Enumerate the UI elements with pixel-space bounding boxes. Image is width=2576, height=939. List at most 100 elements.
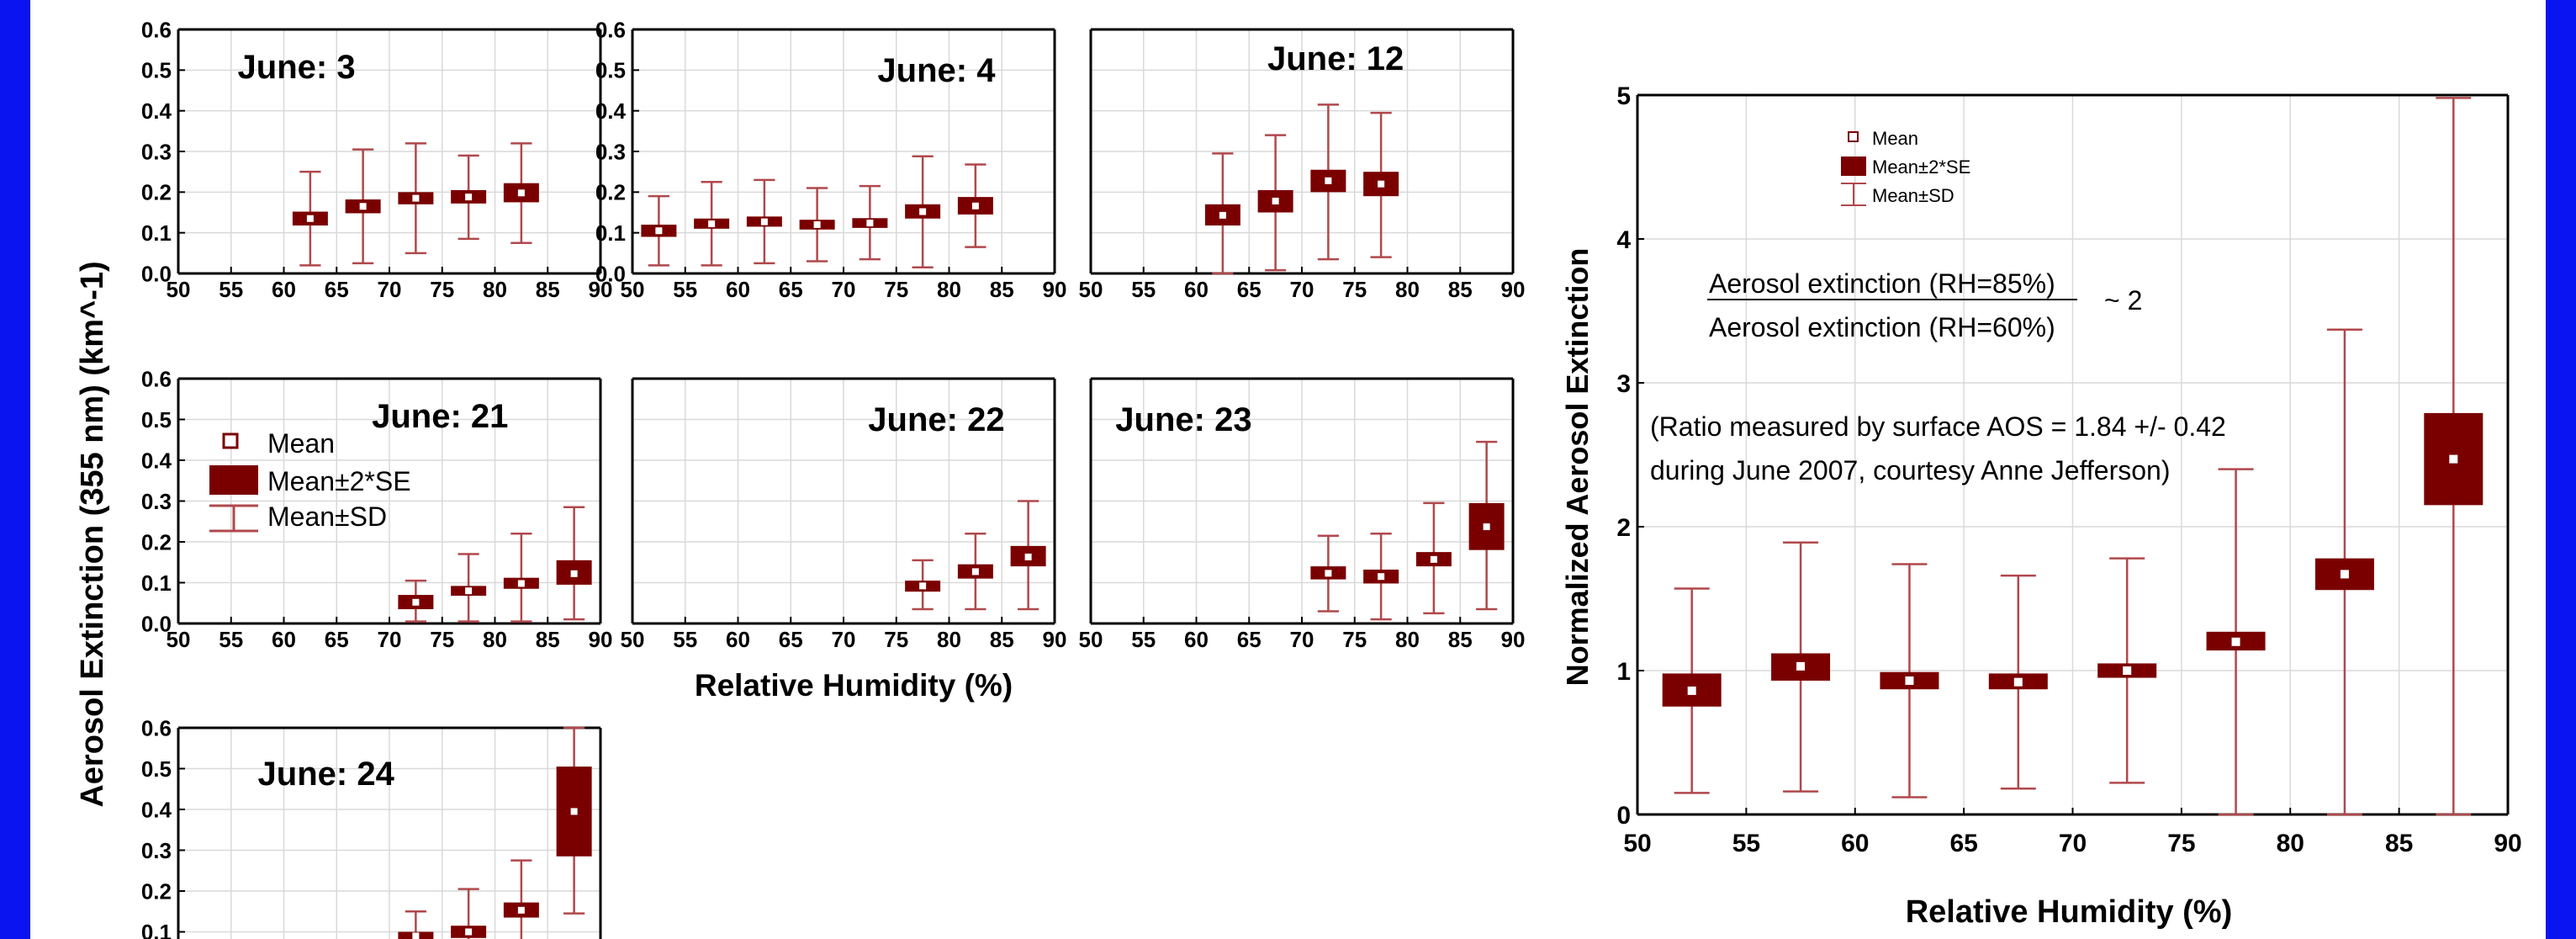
mean-marker [2231, 637, 2240, 646]
x-tick-label: 85 [536, 277, 560, 302]
right-y-axis-label: Normalized Aerosol Extinction [1560, 248, 1595, 687]
mean-marker [708, 220, 716, 228]
right-x-axis-label: Relative Humidity (%) [1906, 894, 2233, 930]
mean-marker [655, 227, 663, 235]
x-tick-label: 85 [990, 627, 1014, 652]
x-tick-label: 55 [1131, 277, 1156, 302]
x-tick-label: 90 [1501, 277, 1526, 302]
mean-marker [517, 906, 525, 914]
x-tick-label: 50 [1079, 277, 1103, 302]
panel-title: June: 22 [868, 401, 1004, 438]
x-tick-label: 75 [1342, 627, 1367, 652]
right-legend-sd-label: Mean±SD [1872, 185, 1954, 206]
x-tick-label: 60 [726, 277, 750, 302]
right-legend-mean-marker [1848, 131, 1859, 142]
x-tick-label: 60 [1841, 830, 1869, 857]
x-tick-label: 85 [990, 277, 1014, 302]
x-tick-label: 65 [1237, 627, 1262, 652]
mean-marker [1687, 686, 1696, 695]
x-tick-label: 65 [1237, 277, 1262, 302]
chart-panel-2: 0.0 0.1 0.2 0.3 0.4 0.5 0.6 50 55 60 65 70 75 80 85 90 J… [595, 17, 1067, 302]
chart-panel-6: 50 55 60 65 70 75 80 85 90 June: 23 [1079, 377, 1525, 652]
y-tick-label: 0.3 [141, 139, 172, 164]
x-tick-label: 60 [1184, 277, 1209, 302]
left-x-axis-label: Relative Humidity (%) [695, 668, 1013, 703]
x-tick-label: 70 [378, 627, 402, 652]
y-tick-label: 0.2 [595, 180, 626, 205]
y-tick-label: 0.4 [141, 98, 172, 124]
x-tick-label: 75 [430, 277, 454, 302]
y-tick-label: 0.5 [141, 407, 172, 432]
mean-marker [465, 194, 473, 201]
x-tick-label: 85 [1448, 627, 1473, 652]
chart-panel-4: 0.0 0.1 0.2 0.3 0.4 0.5 0.6 50 55 60 65 70 75 80 85 90 J… [141, 366, 613, 652]
x-tick-label: 55 [673, 277, 697, 302]
y-tick-label: 0.5 [141, 756, 172, 782]
y-tick-label: 0.1 [141, 570, 172, 596]
x-tick-label: 70 [832, 277, 856, 302]
y-tick-label: 0.2 [141, 180, 172, 205]
x-tick-label: 70 [832, 627, 856, 652]
x-tick-label: 90 [589, 627, 613, 652]
panel-title: June: 12 [1267, 40, 1404, 77]
x-tick-label: 50 [1623, 830, 1651, 857]
legend-se-swatch [209, 465, 258, 495]
x-tick-label: 85 [536, 627, 560, 652]
panel-title: June: 3 [238, 49, 356, 86]
x-tick-label: 60 [1184, 627, 1209, 652]
y-tick-label: 0.3 [595, 139, 626, 164]
x-tick-label: 70 [2059, 830, 2087, 857]
ratio-numerator: Aerosol extinction (RH=85%) [1709, 268, 2055, 299]
y-tick-label: 0.6 [141, 17, 172, 42]
ratio-denominator: Aerosol extinction (RH=60%) [1709, 312, 2055, 342]
mean-marker [1325, 570, 1332, 577]
mean-marker [465, 928, 473, 936]
x-tick-label: 50 [167, 627, 191, 652]
y-tick-label: 5 [1616, 82, 1631, 110]
x-tick-label: 75 [884, 277, 908, 302]
y-tick-label: 0.6 [141, 715, 172, 740]
mean-marker [1024, 553, 1032, 560]
x-tick-label: 70 [378, 277, 402, 302]
y-tick-label: 0.0 [141, 611, 172, 636]
y-tick-label: 0.6 [141, 366, 172, 391]
y-tick-label: 0.1 [595, 220, 626, 246]
left-y-axis-label: Aerosol Extinction (355 nm) (km^-1) [75, 261, 110, 807]
y-tick-label: 4 [1616, 226, 1631, 254]
x-tick-label: 75 [2167, 830, 2195, 857]
ratio-note-line2: during June 2007, courtesy Anne Jefferso… [1650, 455, 2170, 485]
mean-marker [570, 808, 578, 815]
mean-marker [517, 189, 525, 197]
x-tick-label: 85 [2385, 830, 2413, 857]
panel-title: June: 23 [1115, 401, 1251, 438]
y-tick-label: 0.5 [141, 58, 172, 83]
y-tick-label: 0.2 [141, 529, 172, 554]
mean-marker [465, 587, 473, 595]
x-tick-label: 90 [2494, 830, 2521, 857]
x-tick-label: 85 [1448, 277, 1473, 302]
chart-panel-1: 0.0 0.1 0.2 0.3 0.4 0.5 0.6 50 55 60 65 70 75 80 85 90 J… [141, 17, 613, 302]
mean-marker [1272, 197, 1279, 204]
ratio-value: ~ 2 [2104, 285, 2142, 316]
mean-marker [1483, 523, 1490, 531]
x-tick-label: 70 [1290, 627, 1314, 652]
y-tick-label: 0.3 [141, 838, 172, 863]
mean-marker [2123, 666, 2132, 675]
y-tick-label: 0.0 [141, 261, 172, 286]
x-tick-label: 60 [726, 627, 750, 652]
x-tick-label: 60 [272, 277, 296, 302]
y-tick-label: 3 [1616, 370, 1631, 398]
legend-mean-marker [222, 432, 239, 449]
chart-panel-3: 50 55 60 65 70 75 80 85 90 June: 12 [1079, 28, 1526, 302]
right-legend-mean-label: Mean [1872, 128, 1918, 149]
y-tick-label: 0.0 [595, 261, 626, 286]
y-tick-label: 0.4 [141, 797, 172, 822]
x-tick-label: 80 [1395, 277, 1420, 302]
x-tick-label: 75 [884, 627, 908, 652]
y-tick-label: 0.2 [141, 878, 172, 904]
y-tick-label: 2 [1616, 514, 1631, 542]
y-tick-label: 0.5 [595, 58, 626, 83]
y-tick-label: 0.4 [595, 98, 627, 124]
mean-marker [1796, 661, 1806, 671]
